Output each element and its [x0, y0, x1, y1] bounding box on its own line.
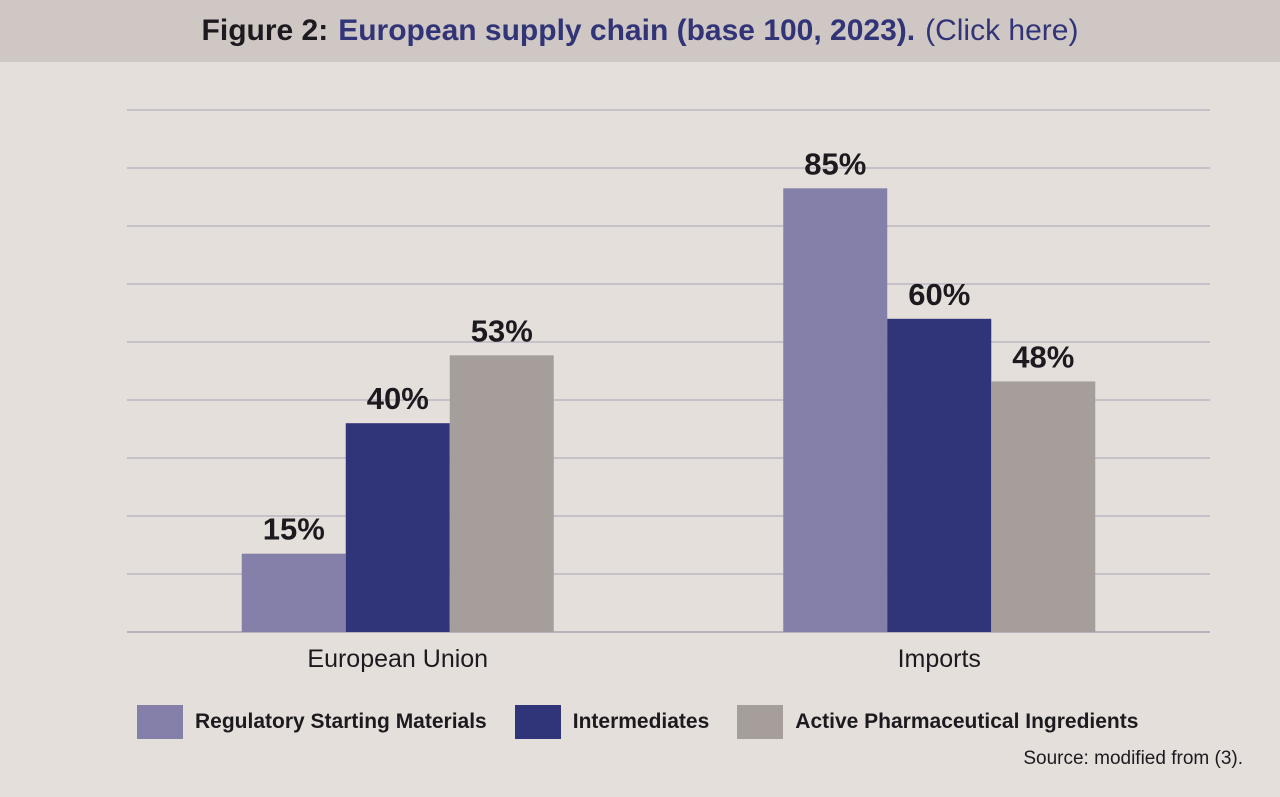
bar-active-pharmaceutical-ingredients — [449, 355, 554, 632]
bar-intermediates — [887, 318, 992, 632]
legend-label-active-pharmaceutical-ingredients: Active Pharmaceutical Ingredients — [795, 710, 1139, 733]
figure-number: Figure 2: — [201, 14, 329, 47]
x-tick-label: European Union — [307, 645, 488, 673]
figure-title: European supply chain (base 100, 2023). — [338, 14, 916, 47]
bar-regulatory-starting-materials — [241, 553, 346, 632]
x-tick-label: Imports — [898, 645, 981, 673]
bar-intermediates — [345, 423, 450, 632]
legend-item-intermediates: Intermediates — [514, 705, 710, 739]
legend-label-regulatory-starting-materials: Regulatory Starting Materials — [195, 710, 487, 733]
source-note: Source: modified from (3). — [1023, 748, 1243, 769]
bar-active-pharmaceutical-ingredients — [991, 381, 1096, 632]
legend-swatch-intermediates — [514, 705, 561, 739]
legend-swatch-regulatory-starting-materials — [137, 705, 183, 739]
figure-header: Figure 2: European supply chain (base 10… — [0, 0, 1280, 62]
bar-regulatory-starting-materials — [783, 188, 888, 633]
bar-value-label: 15% — [263, 512, 325, 547]
bar-value-label: 40% — [367, 381, 429, 416]
click-here-link[interactable]: (Click here) — [925, 14, 1079, 47]
bar-chart: 15% 40% 53% European Union 85% 60% 48% Imports — [127, 109, 1210, 673]
legend-item-regulatory-starting-materials: Regulatory Starting Materials — [137, 705, 487, 739]
legend-swatch-active-pharmaceutical-ingredients — [737, 705, 784, 739]
legend-label-intermediates: Intermediates — [572, 710, 710, 733]
bar-value-label: 53% — [471, 313, 533, 348]
legend-item-active-pharmaceutical-ingredients: Active Pharmaceutical Ingredients — [737, 705, 1138, 739]
bar-value-label: 48% — [1012, 339, 1074, 374]
bar-value-label: 60% — [908, 277, 970, 312]
chart-legend: Regulatory Starting Materials Intermedia… — [137, 704, 1166, 740]
bar-value-label: 85% — [804, 146, 866, 181]
